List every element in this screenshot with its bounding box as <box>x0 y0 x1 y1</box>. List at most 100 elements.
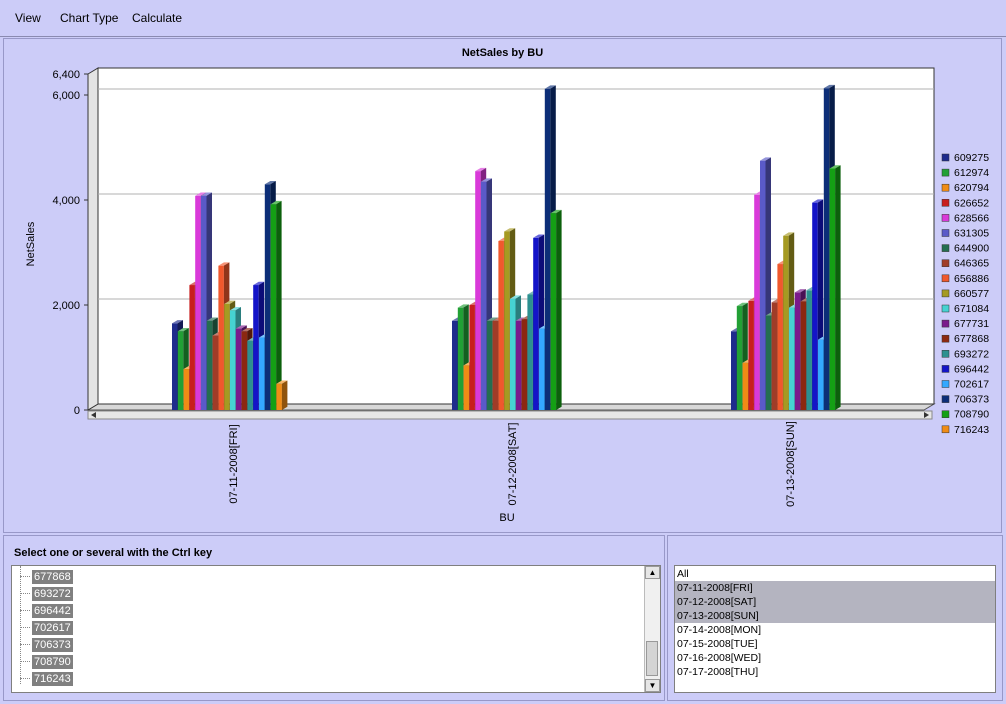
bu-tree[interactable]: ▲ ▼ 677868 693272 696442 702617 706373 708790… <box>11 565 661 693</box>
bar-top <box>823 84 835 89</box>
bar-front <box>504 231 510 410</box>
tree-item-label: 696442 <box>32 604 73 618</box>
bar-top <box>550 209 562 214</box>
legend-swatch <box>941 304 950 313</box>
bar-front <box>731 331 737 410</box>
bar-front <box>492 320 499 410</box>
bar-front <box>521 319 528 410</box>
legend-label: 716243 <box>954 424 989 436</box>
legend-swatch <box>941 365 950 373</box>
menu-bar: View Chart Type Calculate <box>0 0 1006 37</box>
bar-front <box>463 365 470 410</box>
date-list-item[interactable]: 07-12-2008[SAT] <box>675 595 995 609</box>
tree-item-label: 706373 <box>32 638 73 652</box>
legend-label: 609275 <box>954 152 989 164</box>
date-list-item[interactable]: 07-13-2008[SUN] <box>675 609 995 623</box>
bar-top <box>241 327 253 332</box>
bar-front <box>177 331 184 410</box>
bar-front <box>823 88 830 411</box>
tree-item-label: 693272 <box>32 587 73 601</box>
legend-swatch <box>941 229 950 237</box>
bar-front <box>771 302 778 410</box>
bar-top <box>172 320 183 324</box>
legend-swatch <box>941 350 950 358</box>
x-tick-label: 07-11-2008[FRI] <box>228 424 240 503</box>
tree-connector <box>20 576 30 577</box>
bar-top <box>544 85 556 89</box>
bar-front <box>264 184 271 410</box>
bar-top <box>481 178 492 182</box>
bar-top <box>177 327 189 332</box>
legend-swatch <box>941 153 950 162</box>
date-list-item[interactable]: 07-16-2008[WED] <box>677 652 762 664</box>
scroll-up-icon[interactable]: ▲ <box>645 566 660 579</box>
chart-panel: NetSales by BU 0 2,000 4,000 6,000 6,400 NetS… <box>3 38 1002 533</box>
date-list[interactable]: All 07-11-2008[FRI] 07-12-2008[SAT] 07-13-2… <box>674 565 996 693</box>
date-list-item[interactable]: 07-17-2008[THU] <box>677 666 759 678</box>
bar-front <box>539 328 545 410</box>
bar-front <box>806 290 812 410</box>
scroll-down-icon[interactable]: ▼ <box>645 679 660 692</box>
y-axis-label: NetSales <box>25 221 37 266</box>
tree-connector <box>20 661 30 662</box>
bar-top <box>264 180 276 185</box>
legend-label: 693272 <box>954 348 989 360</box>
bar-front <box>777 264 783 410</box>
bar-top <box>201 192 212 196</box>
tree-item-label: 716243 <box>32 672 73 686</box>
bar-top <box>504 228 516 232</box>
legend-swatch <box>941 334 950 343</box>
bar-front <box>533 237 539 410</box>
bar-top <box>783 232 795 236</box>
bar-front <box>457 307 464 410</box>
bar-front <box>230 310 236 410</box>
bar-top <box>253 281 265 286</box>
bar-front <box>189 285 195 410</box>
bar-front <box>183 369 190 410</box>
scroll-left-icon <box>91 412 96 418</box>
tree-item-label: 702617 <box>32 621 73 635</box>
bar-front <box>510 298 516 410</box>
tree-connector <box>20 678 30 679</box>
bar-top <box>475 167 487 172</box>
bar-front <box>794 292 801 410</box>
bar-front <box>241 331 248 410</box>
bar-front <box>218 265 224 410</box>
legend-swatch <box>941 289 950 298</box>
bar-front <box>452 320 458 410</box>
tree-item-label: 708790 <box>32 655 73 669</box>
legend-swatch <box>941 259 950 267</box>
bar-front <box>760 160 766 410</box>
x-axis-label: BU <box>499 512 514 524</box>
menu-view[interactable]: View <box>15 11 41 25</box>
legend-label: 620794 <box>954 182 989 194</box>
tree-connector <box>20 644 30 645</box>
legend-label: 626652 <box>954 197 989 209</box>
date-list-item[interactable]: 07-14-2008[MON] <box>677 624 762 636</box>
legend-swatch <box>941 425 950 434</box>
date-list-item[interactable]: 07-11-2008[FRI] <box>675 581 995 595</box>
legend-label: 677731 <box>954 318 989 330</box>
date-list-item[interactable]: All <box>677 568 689 580</box>
bar-front <box>789 307 795 410</box>
bar-top <box>224 300 236 304</box>
bar-side <box>556 209 562 410</box>
bar-front <box>486 320 493 410</box>
legend-label: 677868 <box>954 333 989 345</box>
bar-front <box>212 335 219 410</box>
menu-chart-type[interactable]: Chart Type <box>60 11 119 25</box>
legend-label: 631305 <box>954 228 989 240</box>
tree-item-label: 677868 <box>32 570 73 584</box>
bar-front <box>224 303 230 410</box>
y-tick-label: 2,000 <box>52 300 80 312</box>
bar-front <box>469 305 475 410</box>
date-list-item[interactable]: 07-15-2008[TUE] <box>677 638 758 650</box>
legend-swatch <box>941 395 950 403</box>
bar-front <box>481 181 487 410</box>
bar-front <box>247 340 253 410</box>
vertical-scrollbar[interactable]: ▲ ▼ <box>644 566 660 692</box>
scroll-thumb[interactable] <box>646 641 658 676</box>
y-tick-label: 4,000 <box>52 195 80 207</box>
menu-calculate[interactable]: Calculate <box>132 11 183 25</box>
legend-label: 696442 <box>954 363 989 375</box>
